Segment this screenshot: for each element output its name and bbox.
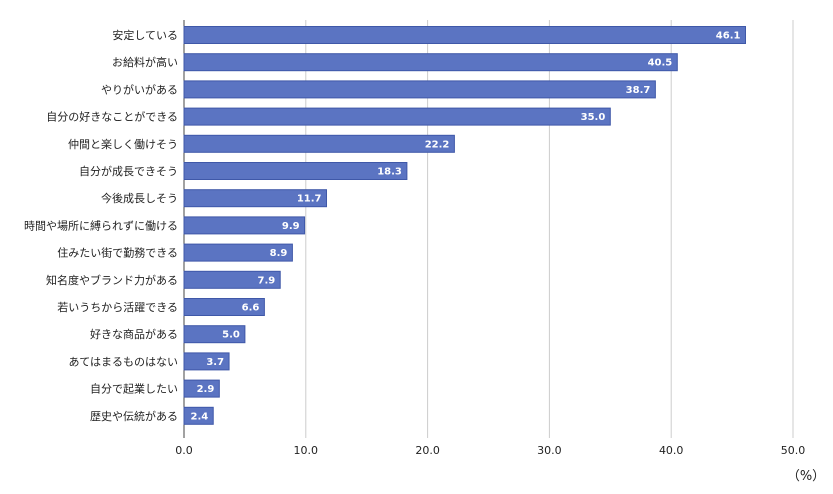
category-label: 時間や場所に縛られずに働ける: [24, 218, 178, 232]
x-tick-label: 10.0: [294, 444, 319, 457]
bar-value-label: 2.4: [191, 411, 209, 422]
x-axis-ticks: 0.0 10.0 20.0 30.0 40.0 50.0: [175, 444, 805, 457]
x-tick-label: 20.0: [415, 444, 440, 457]
bar-value-label: 6.6: [242, 303, 260, 314]
bar-value-label: 18.3: [377, 167, 402, 178]
x-tick-label: 0.0: [175, 444, 193, 457]
bar: [183, 189, 328, 208]
bar-value-label: 40.5: [648, 58, 673, 69]
category-label: やりがいがある: [101, 82, 178, 96]
category-label: 知名度やブランド力がある: [46, 273, 178, 287]
x-tick-label: 40.0: [659, 444, 684, 457]
category-label: 自分で起業したい: [90, 383, 178, 396]
bar: [183, 134, 455, 153]
category-label: 好きな商品がある: [90, 327, 178, 341]
bar-value-label: 7.9: [258, 275, 276, 286]
category-label: 自分の好きなことができる: [46, 110, 178, 124]
bars: 46.1 40.5 38.7 35.0 22.2 18.3 11.7 9.9 8.9 7.9 6.6…: [183, 26, 746, 425]
bar: [183, 325, 246, 344]
category-label: 今後成長しそう: [101, 191, 178, 205]
category-label: 安定している: [112, 28, 178, 42]
bar-value-label: 35.0: [581, 112, 606, 123]
bar: [183, 216, 306, 235]
bar-value-label: 38.7: [626, 85, 651, 96]
bar: [183, 270, 281, 289]
bar: [183, 53, 678, 72]
bar: [183, 298, 265, 316]
bar: [183, 243, 293, 262]
bar-value-label: 11.7: [297, 194, 322, 205]
x-tick-label: 30.0: [537, 444, 562, 457]
category-label: 自分が成長できそう: [79, 164, 178, 178]
bar: [183, 406, 214, 425]
bar-value-label: 8.9: [270, 248, 288, 259]
category-label: あてはまるものはない: [68, 355, 178, 368]
bar-value-label: 2.9: [197, 384, 215, 395]
category-label: 仲間と楽しく働けそう: [68, 137, 178, 151]
x-tick-label: 50.0: [781, 444, 806, 457]
category-label: 歴史や伝統がある: [90, 409, 178, 423]
bar: [183, 162, 408, 180]
category-label: お給料が高い: [112, 55, 178, 69]
bar-value-label: 22.2: [425, 139, 450, 150]
category-label: 住みたい街で勤務できる: [57, 246, 178, 260]
bar: [183, 352, 230, 371]
bar: [183, 107, 611, 126]
x-axis-unit-label: （%）: [787, 469, 825, 484]
category-labels: 安定しているお給料が高いやりがいがある自分の好きなことができる仲間と楽しく働けそ…: [24, 28, 178, 423]
bar: [183, 26, 746, 44]
bar-value-label: 46.1: [716, 31, 741, 42]
bar: [183, 80, 656, 99]
bar-value-label: 9.9: [282, 221, 300, 232]
bar: [183, 379, 220, 398]
bar-value-label: 3.7: [206, 357, 224, 368]
category-label: 若いうちから活躍できる: [57, 301, 178, 314]
bar-value-label: 5.0: [222, 330, 240, 341]
